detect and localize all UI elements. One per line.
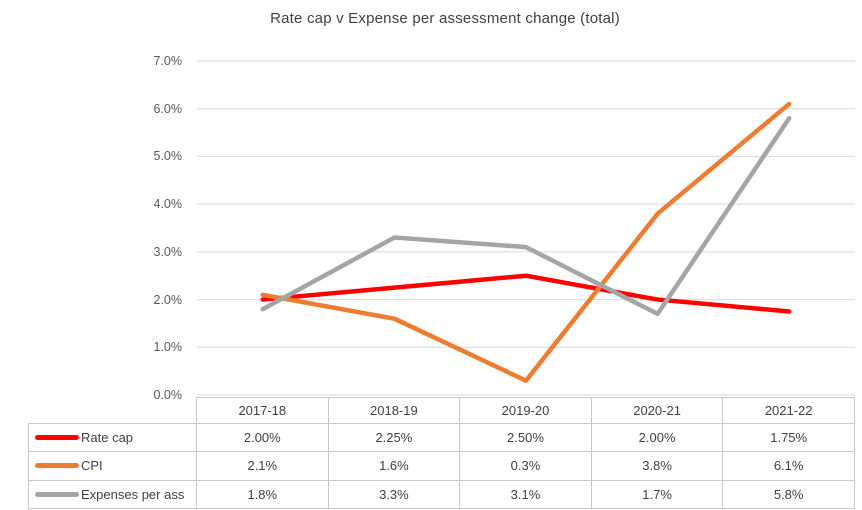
- y-axis-tick-label: 5.0%: [153, 149, 183, 164]
- table-cell: 3.1%: [460, 480, 592, 509]
- table-cell: 2.25%: [328, 424, 461, 453]
- y-axis-tick-label: 4.0%: [153, 197, 183, 212]
- table-cell: 0.3%: [460, 452, 592, 481]
- table-header-cell: 2018-19: [328, 397, 461, 424]
- expenses-legend-key-icon: [35, 491, 79, 497]
- cpi-legend-key-icon: [35, 463, 79, 469]
- table-header-cell: 2020-21: [591, 397, 724, 424]
- table-cell: 6.1%: [723, 452, 855, 481]
- table-cell: 3.8%: [591, 452, 724, 481]
- rate-cap-legend-key-icon: [35, 435, 79, 441]
- y-axis-tick-label: 3.0%: [153, 244, 183, 259]
- y-axis-tick-label: 6.0%: [153, 101, 183, 116]
- legend-cell-rate-cap: Rate cap: [28, 424, 197, 453]
- table-cell: 2.00%: [591, 424, 724, 453]
- legend-label: Expenses per ass: [81, 486, 185, 502]
- series-line-rate-cap: [260, 273, 792, 314]
- table-cell: 3.3%: [328, 480, 461, 509]
- table-header-cell: 2017-18: [197, 397, 329, 424]
- table-cell: 2.00%: [197, 424, 329, 453]
- legend-label: Rate cap: [81, 430, 134, 446]
- legend-cell-cpi: CPI: [28, 452, 197, 481]
- y-axis-tick-label: 1.0%: [153, 340, 183, 355]
- legend-cell-expenses: Expenses per ass: [28, 480, 197, 509]
- table-header-cell: 2021-22: [723, 397, 855, 424]
- legend-label: CPI: [81, 458, 103, 474]
- table-cell: 1.6%: [328, 452, 461, 481]
- series-line-cpi: [260, 101, 792, 383]
- series-line-expenses-per-ass: [260, 116, 792, 317]
- table-cell: 2.50%: [460, 424, 592, 453]
- y-axis-tick-label: 2.0%: [153, 292, 183, 307]
- chart-title: Rate cap v Expense per assessment change…: [270, 10, 620, 27]
- table-cell: 1.7%: [591, 480, 724, 509]
- y-axis-tick-label: 0.0%: [153, 388, 183, 402]
- table-cell: 2.1%: [197, 452, 329, 481]
- table-cell: 1.75%: [723, 424, 855, 453]
- table-cell: 5.8%: [723, 480, 855, 509]
- y-axis-tick-label: 7.0%: [153, 54, 183, 68]
- table-cell: 1.8%: [197, 480, 329, 509]
- data-table: 2017-18 2018-19 2019-20 2020-21 2021-22 …: [28, 397, 855, 509]
- table-header-cell: 2019-20: [460, 397, 592, 424]
- table-corner-cell: [28, 397, 197, 424]
